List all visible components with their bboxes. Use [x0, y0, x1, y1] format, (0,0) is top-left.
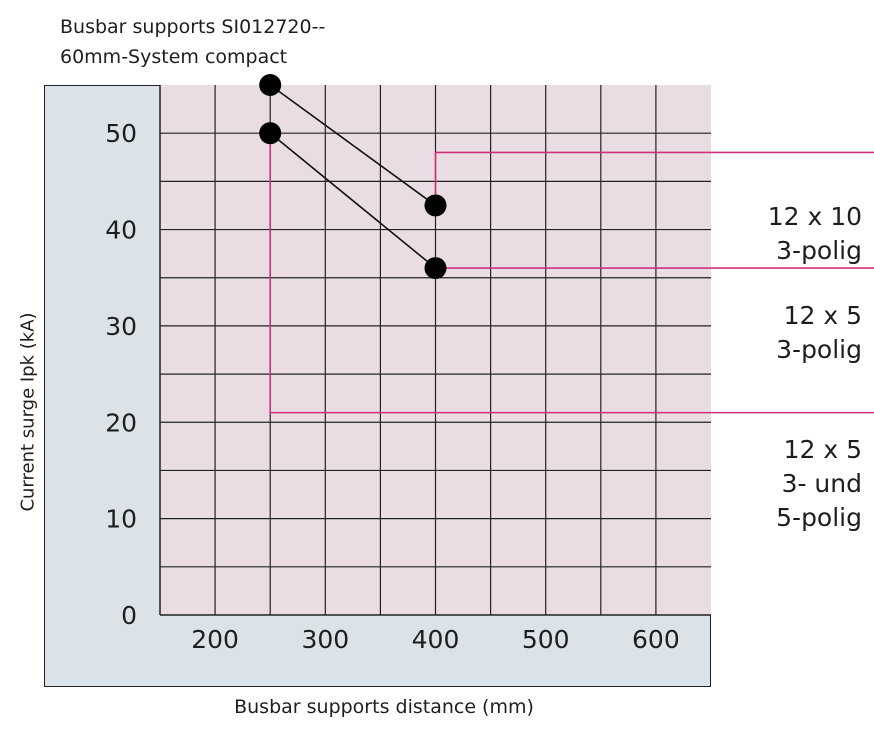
legend-label-line: 12 x 5	[783, 435, 862, 464]
series-line-1	[269, 132, 437, 269]
legend-label-line: 12 x 10	[767, 202, 862, 231]
x-tick-label: 300	[301, 625, 349, 654]
x-tick-label: 200	[191, 625, 239, 654]
data-point	[259, 122, 282, 145]
chart-title-line-2: 60mm-System compact	[60, 46, 288, 68]
x-tick-label: 600	[632, 625, 680, 654]
y-tick-label: 20	[105, 408, 137, 437]
y-tick-label: 40	[105, 216, 137, 245]
y-tick-label: 0	[121, 601, 137, 630]
legend-label-line: 12 x 5	[783, 301, 862, 330]
x-tick-label: 400	[412, 625, 460, 654]
y-tick-label: 50	[105, 119, 137, 148]
data-point	[259, 74, 282, 96]
guide-line-12x5-3und5pol	[269, 133, 874, 414]
series-line-0	[269, 84, 436, 207]
x-tick-label: 500	[522, 625, 570, 654]
y-axis-label: Current surge Ipk (kA)	[17, 312, 39, 512]
y-tick-label: 30	[105, 312, 137, 341]
legend-label-12x10: 12 x 10 3-polig	[768, 200, 862, 268]
legend-label-12x5-3und5pol: 12 x 5 3- und 5-polig	[776, 433, 862, 535]
x-axis-label: Busbar supports distance (mm)	[234, 696, 534, 718]
legend-label-line: 3-polig	[776, 236, 862, 265]
legend-label-12x5-3pol: 12 x 5 3-polig	[776, 299, 862, 367]
y-tick-label: 10	[105, 505, 137, 534]
data-point	[424, 257, 447, 280]
legend-label-line: 3-polig	[776, 335, 862, 364]
legend-label-line: 5-polig	[776, 503, 862, 532]
legend-label-line: 3- und	[781, 469, 862, 498]
guide-line-12x10	[434, 151, 874, 206]
chart-title-line-1: Busbar supports SI012720--	[60, 16, 326, 38]
data-point	[424, 194, 447, 217]
